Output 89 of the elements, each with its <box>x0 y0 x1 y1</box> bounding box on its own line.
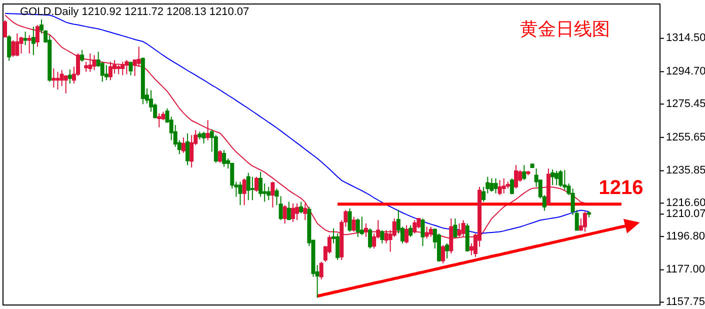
candlestick <box>108 61 112 81</box>
candlestick <box>554 170 559 186</box>
candlestick <box>128 61 133 76</box>
candlestick <box>408 224 413 238</box>
candlestick <box>290 202 295 222</box>
candlestick <box>445 242 450 259</box>
y-tick-label: 1255.65 <box>666 131 705 144</box>
candlestick <box>270 181 275 208</box>
candlestick <box>441 244 446 264</box>
candlestick <box>546 168 550 206</box>
y-tick-label: 1275.45 <box>666 98 705 110</box>
candlestick <box>319 261 324 280</box>
candlestick <box>186 132 190 166</box>
y-tick-label: 1157.75 <box>666 296 705 308</box>
candlestick <box>19 36 24 54</box>
candlestick <box>506 181 510 190</box>
y-tick-label: 1235.85 <box>666 164 705 177</box>
candlestick <box>242 178 246 206</box>
candlestick <box>157 112 162 128</box>
candlestick <box>104 64 108 81</box>
candlestick <box>299 201 304 214</box>
candlestick <box>550 168 555 186</box>
candlestick <box>218 150 222 164</box>
candlestick <box>412 220 417 234</box>
candlestick <box>56 71 60 90</box>
candlestick <box>92 54 96 71</box>
chart-title: GOLD.Daily 1210.92 1211.72 1208.13 1210.07 <box>20 6 250 18</box>
candlestick <box>120 61 125 76</box>
candlestick <box>52 68 56 88</box>
candlestick <box>303 202 308 221</box>
candlestick <box>510 178 514 195</box>
candlestick <box>453 218 458 238</box>
candlestick <box>27 34 32 54</box>
candlestick <box>80 50 84 62</box>
candlestick <box>502 178 506 194</box>
candlestick <box>238 181 242 206</box>
candlestick <box>368 228 372 249</box>
y-tick-label: 1210.07 <box>666 208 705 220</box>
candlestick <box>587 210 592 218</box>
candlestick <box>198 131 202 140</box>
candlestick <box>336 232 340 261</box>
candlestick <box>7 34 12 62</box>
candlestick <box>23 31 28 46</box>
candlestick <box>348 208 352 232</box>
candlestick <box>68 68 72 84</box>
candlestick <box>250 176 254 201</box>
candlestick <box>494 178 498 194</box>
candlestick <box>181 137 186 154</box>
candlestick <box>360 216 364 236</box>
candlestick <box>465 223 470 252</box>
text: 黄金日线图 <box>520 19 610 40</box>
candlestick <box>3 20 8 38</box>
candlestick <box>364 223 368 238</box>
candlestick <box>514 164 518 190</box>
candlestick <box>282 204 287 224</box>
candlestick <box>404 224 409 244</box>
y-tick-label: 1177.00 <box>666 264 705 276</box>
candlestick <box>254 176 258 192</box>
candlestick <box>35 24 40 48</box>
y-tick-label: 1314.50 <box>666 32 705 44</box>
candlestick <box>558 170 563 188</box>
candlestick <box>246 172 250 201</box>
candlestick <box>222 150 226 168</box>
candlestick <box>380 230 384 244</box>
candlestick <box>498 180 502 196</box>
candlestick <box>356 218 360 238</box>
candlestick <box>490 178 494 192</box>
candlestick <box>530 164 534 168</box>
candlestick <box>15 32 20 57</box>
candlestick <box>526 170 530 176</box>
y-tick-label: 1294.70 <box>666 66 705 78</box>
annotation: 1216 <box>598 177 644 200</box>
candlestick <box>420 218 425 247</box>
candlestick <box>202 131 206 144</box>
candlestick <box>286 201 291 221</box>
candlestick <box>31 26 36 56</box>
candlestick <box>352 216 356 232</box>
candlestick <box>206 120 210 141</box>
y-tick-label: 1216.60 <box>666 197 705 210</box>
candlestick <box>266 186 271 201</box>
candlestick <box>295 202 300 221</box>
candlestick <box>124 60 129 75</box>
candlestick <box>140 57 145 105</box>
candlestick <box>522 164 526 181</box>
candlestick <box>88 52 92 72</box>
candlestick <box>436 232 441 262</box>
candlestick <box>582 211 587 232</box>
y-tick-label: 1196.80 <box>666 230 705 242</box>
candlestick <box>562 170 567 191</box>
